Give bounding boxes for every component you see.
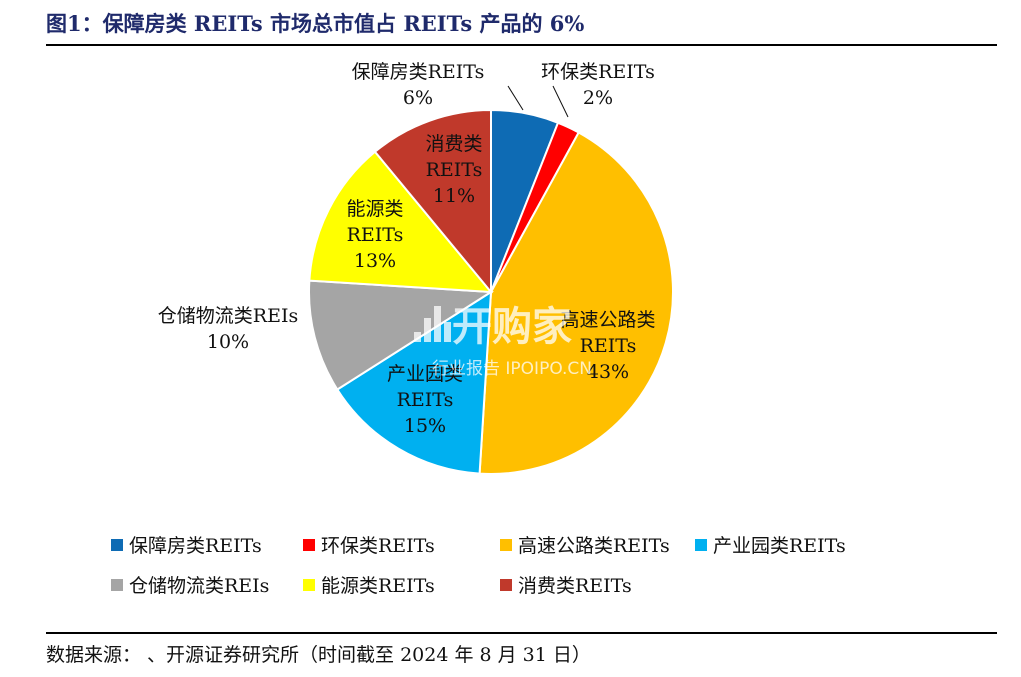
slice-5-label: 能源类 REITs 13% xyxy=(346,198,403,272)
slice-3-label-line: 15% xyxy=(404,415,446,437)
watermark-bar-icon xyxy=(444,322,451,342)
leader-lines xyxy=(507,85,569,118)
slice-5-wedge xyxy=(308,150,494,294)
slice-4-label: 仓储物流类REIs 10% xyxy=(158,305,298,353)
slice-6-label-line: REITs xyxy=(426,159,483,181)
slice-0-label-line: 保障房类REITs xyxy=(352,61,485,83)
slice-4-label-line: 仓储物流类REIs xyxy=(158,305,298,327)
legend-label: 产业园类REITs xyxy=(713,535,846,557)
legend-label: 能源类REITs xyxy=(321,575,435,597)
slice-2-label: 高速公路类 REITs 43% xyxy=(560,309,655,383)
slice-1-label-line: 2% xyxy=(583,87,613,109)
slice-labels: 保障房类REITs 6% 环保类REITs 2% 高速公路类 REITs 43% 产业园类 RE… xyxy=(158,61,656,437)
legend-item: 保障房类REITs xyxy=(111,535,262,557)
slice-5-label-line: 能源类 xyxy=(346,198,403,220)
source-note: 数据来源： 、开源证券研究所（时间截至 2024 年 8 月 31 日） xyxy=(46,644,591,666)
legend-label: 仓储物流类REIs xyxy=(129,575,269,597)
bottom-rule xyxy=(46,632,997,634)
top-rule xyxy=(46,44,997,46)
slice-6-wedge xyxy=(373,108,492,295)
legend-item: 仓储物流类REIs xyxy=(111,575,269,597)
watermark-bar-icon xyxy=(414,332,421,342)
legend-item: 消费类REITs xyxy=(500,575,632,597)
slice-0-label: 保障房类REITs 6% xyxy=(352,61,485,109)
legend-item: 环保类REITs xyxy=(303,535,435,557)
slice-6-label-line: 消费类 xyxy=(425,133,482,155)
watermark-bar-icon xyxy=(424,318,431,342)
legend-label: 保障房类REITs xyxy=(129,535,262,557)
slice-5-label-line: 13% xyxy=(354,250,396,272)
legend-swatch xyxy=(303,539,315,551)
slice-3-wedge xyxy=(335,290,493,475)
slice-4-label-line: 10% xyxy=(207,331,249,353)
slice-4-wedge xyxy=(308,279,495,391)
legend-swatch xyxy=(500,539,512,551)
legend-item: 产业园类REITs xyxy=(695,535,846,557)
pie-slices xyxy=(308,108,674,475)
slice-3-label: 产业园类 REITs 15% xyxy=(387,363,463,437)
slice-2-label-line: REITs xyxy=(580,335,637,357)
slice-6-label-line: 11% xyxy=(433,185,475,207)
legend-item: 能源类REITs xyxy=(303,575,435,597)
leader-line-slice-1 xyxy=(552,85,569,118)
legend-label: 环保类REITs xyxy=(321,535,435,557)
chart-legend: 保障房类REITs 环保类REITs 高速公路类REITs 产业园类REITs 仓储物流… xyxy=(111,535,846,597)
slice-0-label-line: 6% xyxy=(403,87,433,109)
watermark-tagline: 行业报告 IPOIPO.CN xyxy=(432,359,592,379)
slice-2-wedge xyxy=(478,131,674,475)
legend-label: 高速公路类REITs xyxy=(518,535,670,557)
legend-swatch xyxy=(111,539,123,551)
legend-swatch xyxy=(500,579,512,591)
slice-2-label-line: 43% xyxy=(587,361,629,383)
legend-swatch xyxy=(303,579,315,591)
watermark-logo: 开购家 xyxy=(452,304,572,350)
figure-title: 图1：保障房类 REITs 市场总市值占 REITs 产品的 6% xyxy=(46,11,585,36)
legend-item: 高速公路类REITs xyxy=(500,535,670,557)
pie-chart: 保障房类REITs 6%环保类REITs 2%高速公路类 REITs 43%产业园类 RE… xyxy=(111,61,846,597)
slice-6-label: 消费类 REITs 11% xyxy=(425,133,482,207)
slice-5-label-line: REITs xyxy=(347,224,404,246)
slice-3-label-line: REITs xyxy=(397,389,454,411)
watermark-bar-icon xyxy=(434,306,441,342)
slice-1-label-line: 环保类REITs xyxy=(541,61,655,83)
legend-swatch xyxy=(695,539,707,551)
leader-line-slice-0 xyxy=(507,85,524,111)
legend-label: 消费类REITs xyxy=(518,575,632,597)
slice-3-label-line: 产业园类 xyxy=(387,363,463,385)
legend-swatch xyxy=(111,579,123,591)
slice-2-label-line: 高速公路类 xyxy=(560,309,655,331)
slice-1-label: 环保类REITs 2% xyxy=(541,61,655,109)
